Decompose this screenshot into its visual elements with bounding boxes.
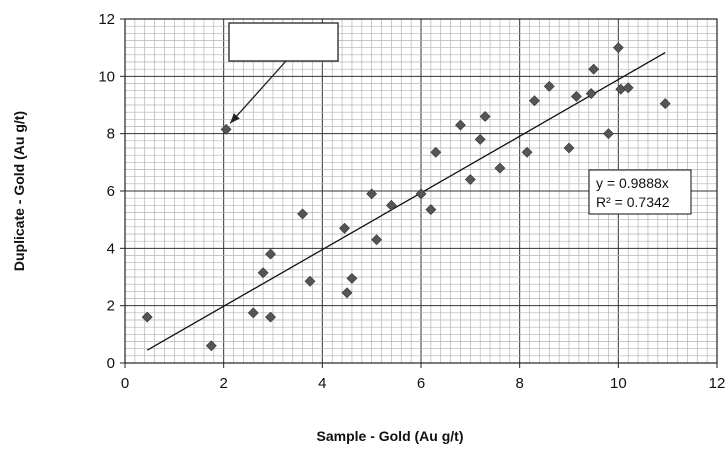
- y-tick-label: 6: [107, 183, 115, 200]
- x-tick-label: 8: [515, 375, 523, 392]
- data-point: [385, 199, 397, 211]
- y-tick-label: 2: [107, 298, 115, 315]
- data-point: [265, 248, 276, 260]
- y-axis-title: Duplicate - Gold (Au g/t): [11, 111, 27, 271]
- callout-arrowhead: [230, 113, 240, 124]
- trendline-equation: y = 0.9888x R² = 0.7342: [588, 169, 692, 215]
- data-point: [521, 146, 533, 158]
- data-point: [543, 80, 555, 92]
- data-point: [622, 82, 634, 94]
- data-point: [341, 287, 353, 299]
- data-point: [588, 63, 600, 75]
- data-point: [141, 311, 153, 323]
- data-point: [659, 98, 671, 109]
- x-tick-label: 10: [610, 375, 627, 392]
- y-tick-label: 4: [107, 240, 115, 257]
- data-point: [612, 42, 624, 54]
- data-point: [474, 133, 486, 145]
- data-point: [371, 234, 383, 246]
- data-point: [494, 162, 506, 174]
- x-axis-title: Sample - Gold (Au g/t): [317, 428, 464, 444]
- data-point: [585, 88, 597, 99]
- data-point: [464, 174, 476, 185]
- trendline: [146, 52, 666, 351]
- x-tick-label: 0: [121, 375, 129, 392]
- data-point: [529, 95, 540, 107]
- equation-line2: R² = 0.7342: [596, 194, 670, 210]
- data-point: [339, 222, 350, 234]
- callout-arrow: [229, 60, 287, 124]
- x-tick-label: 6: [417, 375, 425, 392]
- data-point: [304, 275, 316, 287]
- y-tick-label: 10: [98, 68, 115, 85]
- data-point: [265, 311, 276, 323]
- data-point: [603, 128, 614, 140]
- data-point: [205, 340, 217, 352]
- gridlines: [124, 18, 718, 364]
- data-point: [570, 90, 582, 102]
- trendline-group: [146, 52, 666, 351]
- tick-labels: 0 2 4 6 8 10 12 0 2 4 6 8 10 12: [98, 11, 725, 392]
- data-point: [563, 142, 575, 154]
- y-tick-label: 0: [107, 355, 115, 372]
- callout: [228, 22, 339, 124]
- x-tick-label: 4: [318, 375, 326, 392]
- equation-line1: y = 0.9888x: [596, 175, 669, 191]
- y-tick-label: 12: [98, 11, 115, 28]
- data-point: [346, 273, 358, 284]
- data-point: [220, 123, 232, 135]
- data-point: [297, 208, 309, 220]
- data-point: [366, 188, 378, 200]
- data-point: [430, 146, 442, 158]
- x-tick-label: 12: [709, 375, 725, 392]
- equation-box: [588, 169, 692, 215]
- data-points: [141, 42, 671, 352]
- data-point: [415, 188, 427, 200]
- y-tick-label: 8: [107, 126, 115, 143]
- x-tick-label: 2: [219, 375, 227, 392]
- callout-box: [228, 22, 339, 62]
- data-point: [479, 111, 491, 122]
- data-point: [425, 204, 437, 216]
- data-point: [257, 267, 269, 279]
- data-point: [455, 119, 466, 131]
- data-point: [247, 307, 259, 319]
